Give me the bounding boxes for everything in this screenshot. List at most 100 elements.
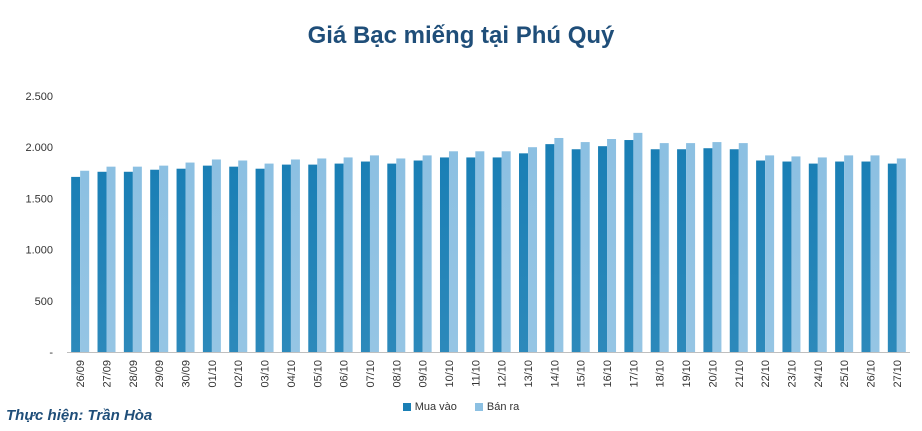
bar-mua-vao-03-10 xyxy=(255,168,265,352)
bar-mua-vao-04-10 xyxy=(281,164,291,352)
bar-ban-ra-28-09 xyxy=(132,166,142,352)
bar-ban-ra-02-10 xyxy=(238,160,248,352)
x-tick-label: 30/09 xyxy=(181,360,193,388)
bar-ban-ra-10-10 xyxy=(448,151,458,352)
x-tick-label: 21/10 xyxy=(734,360,746,388)
legend-swatch-series-1 xyxy=(402,403,411,411)
y-tick-label: 1.000 xyxy=(25,245,53,257)
bar-mua-vao-24-10 xyxy=(808,163,818,352)
x-tick-label: 17/10 xyxy=(628,360,640,388)
x-tick-label: 14/10 xyxy=(549,360,561,388)
bar-ban-ra-19-10 xyxy=(686,143,696,352)
bar-mua-vao-19-10 xyxy=(677,149,687,352)
x-tick-label: 26/10 xyxy=(865,360,877,388)
x-tick-label: 27/10 xyxy=(892,360,904,388)
x-tick-label: 25/10 xyxy=(839,360,851,388)
bar-mua-vao-02-10 xyxy=(229,166,239,352)
x-tick-label: 28/09 xyxy=(128,360,140,388)
bar-mua-vao-16-10 xyxy=(598,146,608,352)
bar-ban-ra-08-10 xyxy=(396,158,406,352)
x-tick-label: 18/10 xyxy=(655,360,667,388)
x-tick-label: 13/10 xyxy=(523,360,535,388)
bar-ban-ra-24-10 xyxy=(817,157,827,352)
bar-ban-ra-26-09 xyxy=(80,170,90,352)
legend-label-series-1: Mua vào xyxy=(414,401,457,413)
x-tick-label: 11/10 xyxy=(470,360,482,387)
bar-ban-ra-18-10 xyxy=(659,143,669,352)
x-tick-label: 24/10 xyxy=(813,360,825,388)
x-tick-label: 19/10 xyxy=(681,360,693,388)
bar-ban-ra-03-10 xyxy=(264,163,274,352)
x-tick-label: 08/10 xyxy=(391,360,403,388)
bar-ban-ra-22-10 xyxy=(765,155,775,352)
y-tick-label: - xyxy=(49,347,53,359)
bar-mua-vao-30-09 xyxy=(176,168,186,352)
legend-label-series-2: Bán ra xyxy=(486,401,520,413)
bar-ban-ra-27-09 xyxy=(106,166,116,352)
x-tick-label: 20/10 xyxy=(707,360,719,388)
bar-ban-ra-01-10 xyxy=(211,159,221,352)
credit-text: Thực hiện: Trần Hòa xyxy=(6,407,153,424)
x-tick-label: 04/10 xyxy=(286,360,298,388)
y-tick-label: 2.500 xyxy=(25,91,53,103)
x-tick-label: 22/10 xyxy=(760,360,772,388)
x-tick-label: 10/10 xyxy=(444,360,456,388)
legend-item-series-2: Bán ra xyxy=(474,401,520,413)
bar-mua-vao-17-10 xyxy=(624,140,634,352)
bar-mua-vao-09-10 xyxy=(413,160,423,352)
bar-mua-vao-26-09 xyxy=(71,176,81,352)
x-tick-label: 23/10 xyxy=(786,360,798,388)
bar-mua-vao-14-10 xyxy=(545,144,555,352)
bar-ban-ra-23-10 xyxy=(791,156,801,352)
bar-ban-ra-06-10 xyxy=(343,157,353,352)
bar-ban-ra-09-10 xyxy=(422,155,432,352)
y-tick-label: 500 xyxy=(35,296,53,308)
bar-mua-vao-22-10 xyxy=(756,160,766,352)
bar-mua-vao-20-10 xyxy=(703,148,713,352)
bar-mua-vao-26-10 xyxy=(861,161,871,352)
bar-mua-vao-11-10 xyxy=(466,157,476,352)
bar-mua-vao-05-10 xyxy=(308,164,318,352)
bar-mua-vao-21-10 xyxy=(729,149,739,352)
bar-mua-vao-23-10 xyxy=(782,161,792,352)
bar-ban-ra-20-10 xyxy=(712,142,722,352)
x-tick-label: 06/10 xyxy=(339,360,351,388)
bar-mua-vao-13-10 xyxy=(519,153,529,352)
bar-ban-ra-05-10 xyxy=(317,158,327,352)
x-tick-label: 02/10 xyxy=(233,360,245,388)
bar-ban-ra-26-10 xyxy=(870,155,880,352)
x-tick-label: 15/10 xyxy=(576,360,588,388)
x-tick-label: 12/10 xyxy=(497,360,509,388)
chart-title: Giá Bạc miếng tại Phú Quý xyxy=(307,22,615,49)
bar-ban-ra-21-10 xyxy=(738,143,748,352)
bar-mua-vao-28-09 xyxy=(123,171,133,352)
x-tick-label: 16/10 xyxy=(602,360,614,388)
y-tick-label: 1.500 xyxy=(25,193,53,205)
bar-ban-ra-07-10 xyxy=(369,155,379,352)
bar-ban-ra-30-09 xyxy=(185,162,195,352)
bar-ban-ra-11-10 xyxy=(475,151,485,352)
x-tick-label: 29/09 xyxy=(154,360,166,388)
x-tick-label: 05/10 xyxy=(312,360,324,388)
bar-ban-ra-16-10 xyxy=(607,139,617,352)
bar-ban-ra-17-10 xyxy=(633,132,643,352)
legend-item-series-1: Mua vào xyxy=(402,401,457,413)
x-tick-label: 01/10 xyxy=(207,360,219,388)
bar-mua-vao-18-10 xyxy=(650,149,660,352)
bar-ban-ra-13-10 xyxy=(528,147,538,352)
bar-ban-ra-29-09 xyxy=(159,165,169,352)
x-tick-label: 09/10 xyxy=(418,360,430,388)
bar-mua-vao-27-09 xyxy=(97,171,107,352)
legend-swatch-series-2 xyxy=(474,403,483,411)
bar-mua-vao-10-10 xyxy=(439,157,449,352)
bar-mua-vao-25-10 xyxy=(835,161,845,352)
y-tick-label: 2.000 xyxy=(25,142,53,154)
bar-mua-vao-15-10 xyxy=(571,149,581,352)
bar-mua-vao-27-10 xyxy=(887,163,897,352)
bar-mua-vao-29-09 xyxy=(150,169,160,352)
bar-mua-vao-07-10 xyxy=(360,161,370,352)
bar-ban-ra-12-10 xyxy=(501,151,511,352)
bar-ban-ra-25-10 xyxy=(844,155,854,352)
bar-ban-ra-14-10 xyxy=(554,137,564,352)
